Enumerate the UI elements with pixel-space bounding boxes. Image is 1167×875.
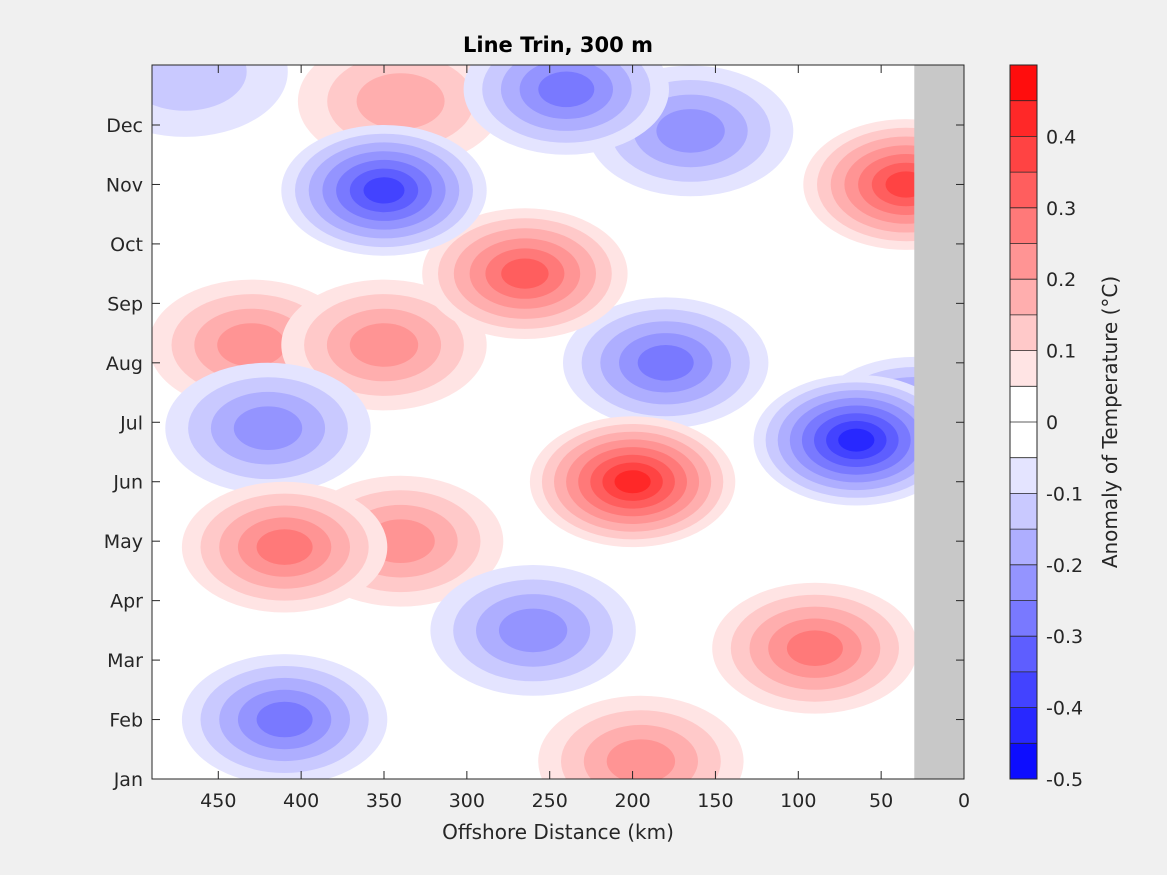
y-tick-label: Jun [112, 472, 143, 494]
y-tick-label: Apr [110, 591, 143, 613]
colorbar-tick-label: -0.4 [1046, 698, 1083, 720]
contour-band [637, 345, 694, 381]
contour-band [786, 630, 843, 666]
contour-band [256, 529, 313, 565]
colorbar-band [1010, 564, 1037, 601]
contour-band [838, 428, 875, 452]
contour-band [356, 73, 445, 130]
colorbar-band [1010, 314, 1037, 351]
y-tick-label: Aug [106, 353, 143, 375]
y-tick-label: May [104, 531, 143, 553]
y-tick-label: Feb [109, 710, 143, 732]
colorbar-band [1010, 279, 1037, 315]
colorbar-band [1010, 493, 1037, 530]
colorbar-band [1010, 671, 1037, 708]
contour-band [656, 109, 725, 153]
contour-band [152, 65, 247, 111]
y-tick-label: Mar [107, 650, 143, 672]
colorbar-band [1010, 65, 1037, 101]
colorbar-band [1010, 636, 1037, 672]
colorbar-tick-label: 0.4 [1046, 126, 1076, 148]
x-axis: 450 400 350 300 250 200 150 100 50 0 [200, 65, 970, 812]
contour-band [614, 470, 651, 494]
contour-band [233, 406, 303, 451]
x-tick-label: 250 [532, 790, 568, 812]
colorbar-tick-label: 0.1 [1046, 341, 1076, 363]
contour-band [606, 739, 676, 779]
colorbar-band [1010, 100, 1037, 137]
colorbar-band [1010, 172, 1037, 208]
y-tick-label: Dec [106, 115, 143, 137]
colorbar-frame [1009, 64, 1038, 780]
x-tick-label: 150 [697, 790, 733, 812]
colorbar-band [1010, 136, 1037, 173]
colorbar-label: Anomaly of Temperature (°C) [1098, 276, 1122, 568]
colorbar-band [1010, 243, 1037, 280]
x-tick-label: 50 [869, 790, 893, 812]
x-tick-label: 200 [614, 790, 650, 812]
colorbar-tick-label: 0.3 [1046, 198, 1076, 220]
x-axis-label: Offshore Distance (km) [442, 820, 674, 844]
y-tick-label: Oct [110, 234, 143, 256]
colorbar-band [1010, 350, 1037, 387]
colorbar-band [1010, 457, 1037, 494]
no-data-region [914, 65, 964, 779]
y-tick-label: Jan [113, 769, 143, 791]
colorbar-tick-label: -0.2 [1046, 555, 1083, 577]
colorbar-tick-label: -0.1 [1046, 483, 1083, 505]
contour-band [498, 608, 568, 653]
colorbar-band [1010, 743, 1037, 779]
colorbar-band [1010, 707, 1037, 744]
x-tick-label: 100 [780, 790, 816, 812]
chart-title: Line Trin, 300 m [463, 33, 653, 57]
colorbar-tick-label: -0.3 [1046, 626, 1083, 648]
x-tick-label: 450 [200, 790, 236, 812]
colorbar-tick-label: -0.5 [1046, 769, 1083, 791]
y-tick-label: Sep [107, 293, 143, 315]
plot-area [151, 64, 965, 780]
x-tick-label: 300 [449, 790, 485, 812]
y-axis: Jan Feb Mar Apr May Jun Jul Aug Sep Oct Nov Dec [104, 115, 964, 791]
x-tick-label: 400 [283, 790, 319, 812]
contour-band [217, 323, 286, 367]
colorbar: 0.4 0.3 0.2 0.1 0 -0.1 -0.2 -0.3 -0.4 -0.5 [1009, 64, 1083, 791]
colorbar-tick-label: 0.2 [1046, 269, 1076, 291]
y-tick-label: Nov [106, 174, 143, 196]
contour-band [363, 177, 405, 204]
contour-band [501, 258, 549, 289]
colorbar-band [1010, 600, 1037, 637]
y-tick-label: Jul [119, 412, 143, 434]
colorbar-band [1010, 529, 1037, 565]
x-tick-label: 350 [366, 790, 402, 812]
contour-band [349, 323, 419, 367]
colorbar-band [1010, 422, 1037, 458]
contour-band [256, 701, 313, 738]
contour-band [538, 71, 595, 108]
colorbar-tick-label: 0 [1046, 412, 1058, 434]
colorbar-band [1010, 386, 1037, 422]
x-tick-label: 0 [958, 790, 970, 812]
contour-field [152, 65, 964, 779]
colorbar-band [1010, 207, 1037, 244]
